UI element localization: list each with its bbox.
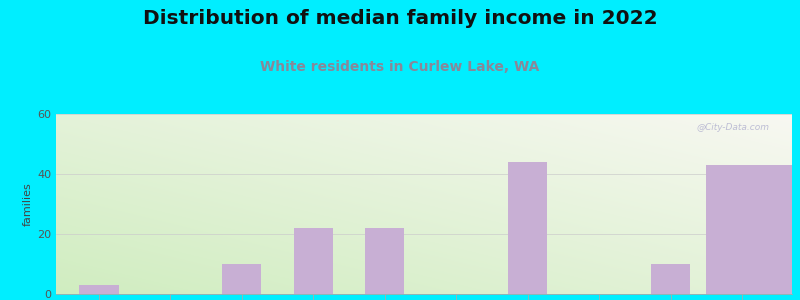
Bar — [651, 264, 690, 294]
Y-axis label: families: families — [23, 182, 33, 226]
Bar — [294, 228, 333, 294]
Bar — [706, 165, 800, 294]
Text: @City-Data.com: @City-Data.com — [697, 123, 770, 132]
Bar — [365, 228, 404, 294]
Text: White residents in Curlew Lake, WA: White residents in Curlew Lake, WA — [260, 60, 540, 74]
Bar — [222, 264, 262, 294]
Text: Distribution of median family income in 2022: Distribution of median family income in … — [142, 9, 658, 28]
Bar — [508, 162, 547, 294]
Bar — [79, 285, 118, 294]
